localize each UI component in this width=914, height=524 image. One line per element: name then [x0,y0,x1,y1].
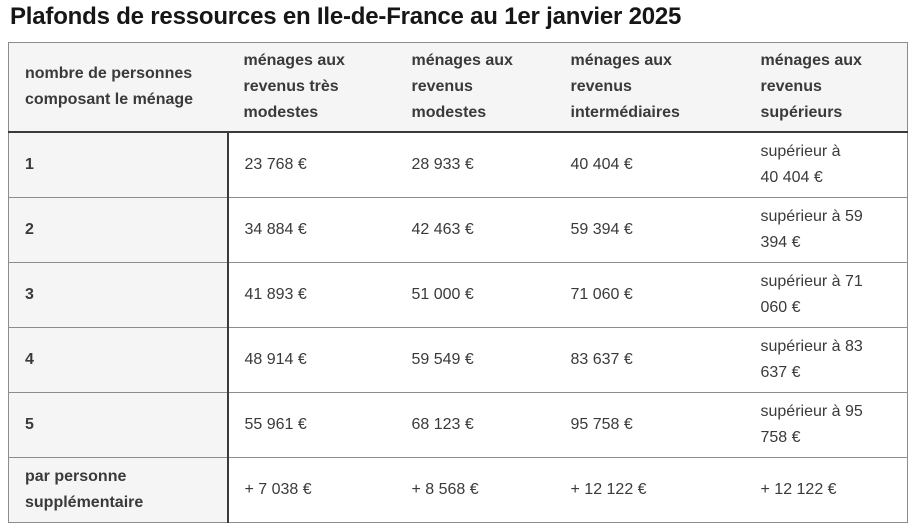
cell-value: 40 404 € [554,132,745,198]
cell-value: supérieur à 71 060 € [744,262,908,328]
cell-value: + 7 038 € [227,457,396,523]
column-header-very-modest-income: ménages aux revenus très modestes [227,42,396,133]
cell-value: 51 000 € [395,262,555,328]
cell-value: + 12 122 € [554,457,745,523]
table-row: 1 23 768 € 28 933 € 40 404 € supérieur à… [8,132,908,198]
cell-value: 95 758 € [554,392,745,458]
resource-ceilings-table-container: nombre de personnes composant le ménage … [8,42,914,523]
row-label: 4 [8,327,229,393]
row-label: par personne supplémentaire [8,457,229,523]
resource-ceilings-table: nombre de personnes composant le ménage … [8,42,908,523]
table-row: par personne supplémentaire + 7 038 € + … [8,457,908,523]
table-row: 5 55 961 € 68 123 € 95 758 € supérieur à… [8,392,908,458]
cell-value: 59 549 € [395,327,555,393]
cell-value: 48 914 € [227,327,396,393]
cell-value: supérieur à 40 404 € [744,132,908,198]
row-label: 3 [8,262,229,328]
cell-value: 55 961 € [227,392,396,458]
table-row: 2 34 884 € 42 463 € 59 394 € supérieur à… [8,197,908,263]
cell-value: supérieur à 83 637 € [744,327,908,393]
table-row: 4 48 914 € 59 549 € 83 637 € supérieur à… [8,327,908,393]
page-title: Plafonds de ressources en Ile-de-France … [10,3,682,30]
cell-value: + 8 568 € [395,457,555,523]
row-label: 2 [8,197,229,263]
cell-value: 41 893 € [227,262,396,328]
cell-value: 68 123 € [395,392,555,458]
cell-value: 83 637 € [554,327,745,393]
cell-value: supérieur à 95 758 € [744,392,908,458]
cell-value: 23 768 € [227,132,396,198]
cell-value: 71 060 € [554,262,745,328]
cell-value: + 12 122 € [744,457,908,523]
row-label: 1 [8,132,229,198]
column-header-higher-income: ménages aux revenus supérieurs [744,42,908,133]
cell-value: 34 884 € [227,197,396,263]
cell-value: 59 394 € [554,197,745,263]
column-header-modest-income: ménages aux revenus modestes [395,42,555,133]
column-header-household-size: nombre de personnes composant le ménage [8,42,228,133]
header-row: nombre de personnes composant le ménage … [8,42,908,133]
cell-value: 28 933 € [395,132,555,198]
column-header-intermediate-income: ménages aux revenus intermédiaires [554,42,745,133]
table-row: 3 41 893 € 51 000 € 71 060 € supérieur à… [8,262,908,328]
row-label: 5 [8,392,229,458]
cell-value: supérieur à 59 394 € [744,197,908,263]
cell-value: 42 463 € [395,197,555,263]
